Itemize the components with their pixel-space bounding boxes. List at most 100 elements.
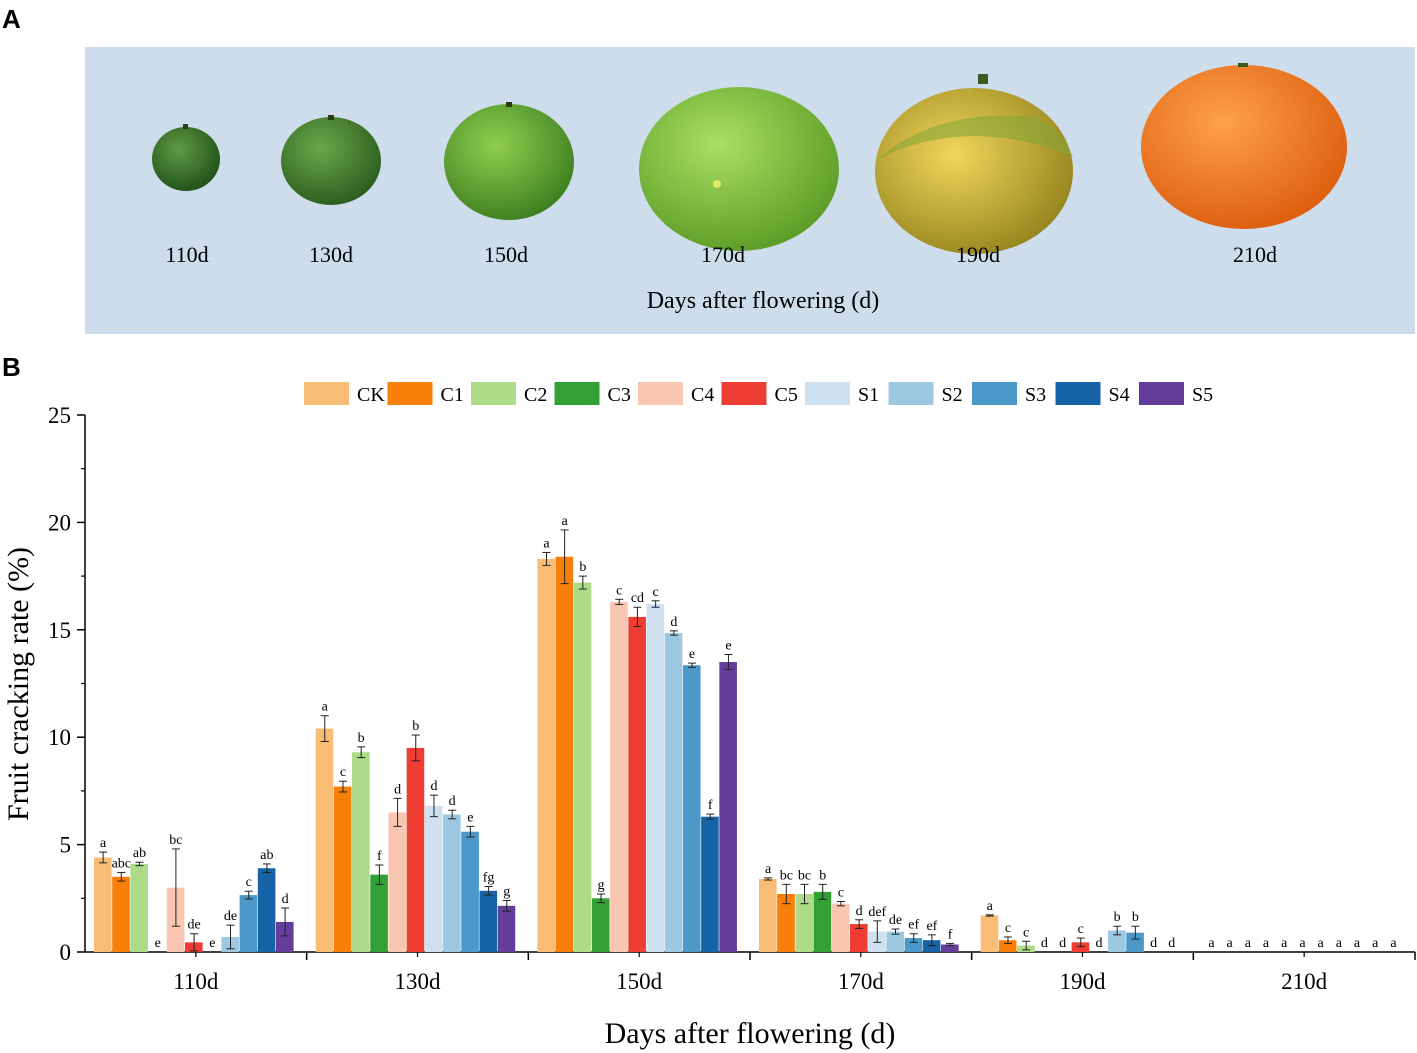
significance-letter: a: [100, 836, 107, 851]
bar-C3-170d: [813, 891, 832, 952]
fruit-photo-panel: 110d 130d 150d 170d 190d 210d Days after…: [85, 47, 1415, 334]
bar-chart: CK C1 C2 C3 C4 C5 S1 S2 S3 S4 S5 0 5 10 15 20 25 110d 130…: [2, 382, 1416, 1050]
bar-S2-190d: [1108, 930, 1126, 952]
y-tick-label: 25: [48, 403, 71, 428]
fruit-label-130d: 130d: [309, 242, 353, 267]
legend-swatch-S1: [805, 382, 850, 405]
significance-letter: a: [562, 514, 569, 529]
significance-letter: a: [765, 862, 772, 877]
significance-letter: a: [1318, 936, 1325, 951]
y-tick-label: 20: [48, 510, 71, 535]
significance-letter: de: [187, 918, 200, 933]
bar-CK-170d: [759, 878, 777, 952]
bar-S5-110d: [276, 921, 294, 952]
x-axis-title: Days after flowering (d): [605, 1017, 896, 1050]
significance-letter: ab: [133, 846, 146, 861]
x-tick-label: 170d: [838, 969, 885, 994]
significance-letter: g: [598, 878, 605, 893]
significance-letter: bc: [169, 833, 182, 848]
significance-letter: c: [1078, 922, 1084, 937]
significance-letter: e: [725, 639, 731, 654]
significance-letter: de: [224, 909, 237, 924]
bar-C5-150d: [628, 616, 646, 952]
significance-letter: d: [1150, 936, 1157, 951]
significance-letter: b: [579, 560, 586, 575]
bar-C3-150d: [591, 898, 610, 952]
significance-letter: f: [377, 849, 382, 864]
bar-C4-150d: [610, 601, 628, 952]
significance-letter: c: [616, 583, 622, 598]
bar-S2-170d: [886, 931, 904, 952]
significance-letter: c: [838, 886, 844, 901]
bar-S4-110d: [257, 868, 276, 952]
bar-C5-130d: [406, 747, 425, 952]
significance-letter: c: [653, 585, 659, 600]
significance-letter: d: [282, 892, 289, 907]
significance-letter: c: [246, 875, 252, 890]
x-tick-label: 150d: [616, 969, 663, 994]
significance-letter: c: [1005, 921, 1011, 936]
legend-swatch-S2: [888, 382, 934, 405]
fruit-110d: [152, 124, 220, 191]
bar-S2-130d: [443, 814, 461, 952]
significance-letter: c: [340, 765, 346, 780]
bar-C2-130d: [352, 752, 370, 952]
bar-C1-170d: [777, 894, 795, 952]
y-tick-label: 0: [60, 940, 72, 965]
fruit-130d: [281, 115, 381, 205]
legend-swatch-C4: [638, 382, 683, 405]
bar-CK-150d: [537, 558, 555, 952]
chart-bars: [94, 529, 1144, 952]
legend-swatch-CK: [304, 382, 349, 405]
significance-letter: b: [1132, 910, 1139, 925]
significance-letter: b: [358, 731, 365, 746]
significance-letter: d: [394, 782, 401, 797]
bar-C5-170d: [850, 924, 868, 952]
significance-letter: bc: [798, 868, 811, 883]
bar-S1-150d: [646, 604, 665, 952]
significance-letter: a: [1281, 936, 1288, 951]
bar-CK-190d: [980, 915, 999, 952]
bar-S5-170d: [941, 944, 959, 952]
significance-letter: a: [987, 899, 994, 914]
bar-S4-130d: [479, 890, 498, 952]
significance-letter: d: [430, 779, 437, 794]
y-tick-label: 10: [48, 725, 71, 750]
panel-b-label: B: [2, 352, 21, 382]
legend-label-C2: C2: [524, 384, 547, 406]
bar-C4-170d: [831, 903, 850, 952]
significance-letter: ef: [926, 919, 937, 934]
significance-letter: bc: [780, 868, 793, 883]
legend-swatch-S3: [972, 382, 1017, 405]
significance-letter: f: [948, 927, 953, 942]
significance-letter: def: [868, 905, 886, 920]
bar-C2-150d: [573, 582, 592, 952]
fruit-label-150d: 150d: [484, 242, 528, 267]
significance-letter: a: [322, 700, 329, 715]
fruit-170d: [639, 87, 839, 251]
legend-swatch-C1: [387, 382, 433, 405]
fruit-label-190d: 190d: [956, 242, 1000, 267]
fruit-150d: [444, 102, 574, 220]
legend-label-S2: S2: [942, 384, 963, 406]
significance-letter: d: [1095, 936, 1102, 951]
bar-S3-190d: [1126, 932, 1144, 952]
significance-letter: a: [1390, 936, 1397, 951]
legend-swatch-C2: [471, 382, 516, 405]
bar-S1-130d: [424, 805, 443, 952]
legend-label-S5: S5: [1192, 384, 1213, 406]
bar-CK-110d: [94, 857, 112, 952]
significance-letter: a: [1227, 936, 1234, 951]
bar-C3-130d: [370, 874, 388, 952]
significance-letter: b: [1114, 910, 1121, 925]
significance-letter: d: [1168, 936, 1175, 951]
significance-letter: e: [467, 810, 473, 825]
significance-letter: cd: [631, 591, 644, 606]
panel-a-axis-title: Days after flowering (d): [646, 288, 880, 314]
bar-S3-170d: [904, 938, 923, 952]
significance-letter: a: [1208, 936, 1215, 951]
bar-S3-150d: [682, 665, 701, 952]
fruit-label-210d: 210d: [1233, 242, 1277, 267]
legend-label-C3: C3: [608, 384, 631, 406]
significance-letter: e: [689, 647, 695, 662]
